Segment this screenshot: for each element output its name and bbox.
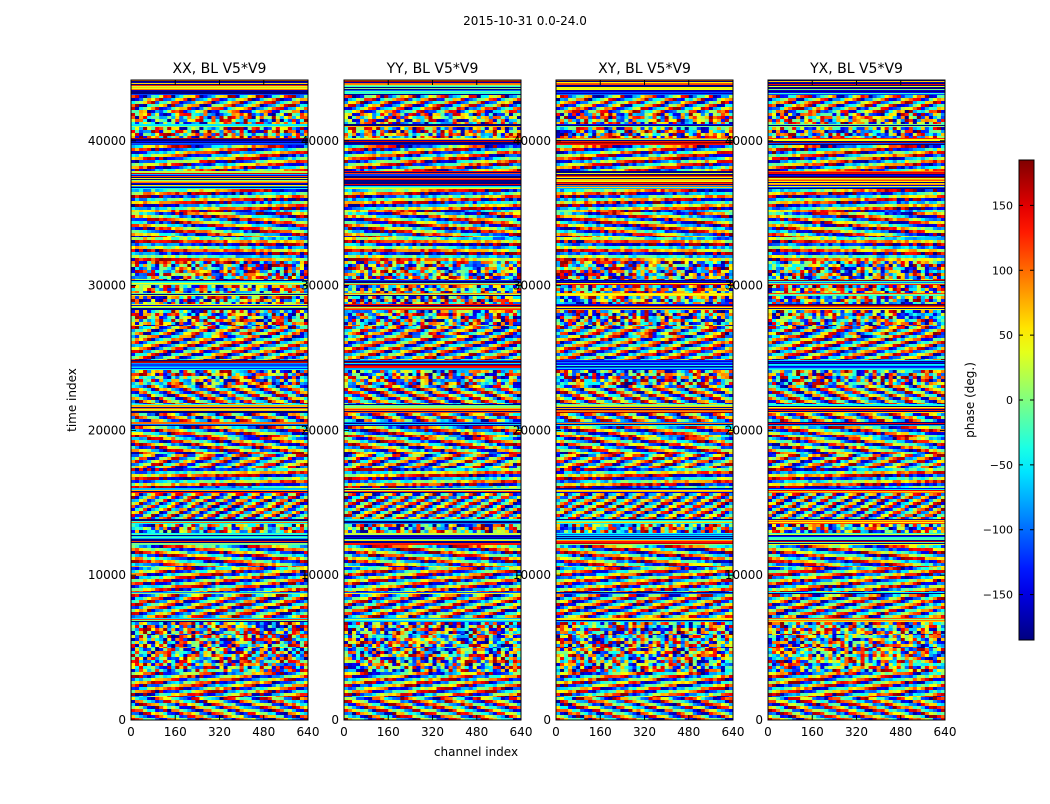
x-tick-label: 160 (589, 725, 612, 739)
y-tick-label: 30000 (513, 279, 551, 293)
x-tick-label: 0 (552, 725, 560, 739)
colorbar-tick-label: −100 (983, 524, 1013, 537)
colorbar-tick-label: 50 (999, 329, 1013, 342)
x-tick-label: 160 (801, 725, 824, 739)
heatmap (131, 80, 308, 720)
x-tick-label: 640 (722, 725, 745, 739)
x-tick-label: 320 (421, 725, 444, 739)
y-tick-label: 20000 (301, 423, 339, 437)
y-tick-label: 40000 (301, 134, 339, 148)
x-tick-label: 480 (889, 725, 912, 739)
figure-title: 2015-10-31 0.0-24.0 (0, 14, 1050, 28)
y-tick-label: 40000 (725, 134, 763, 148)
x-tick-label: 0 (127, 725, 135, 739)
y-tick-label: 40000 (513, 134, 551, 148)
x-tick-label: 0 (340, 725, 348, 739)
panel-3: XY, BL V5*V9 0 160 320 480 640 0 10000 20000 3000… (513, 61, 745, 739)
x-tick-label: 320 (845, 725, 868, 739)
x-tick-label: 480 (677, 725, 700, 739)
x-tick-label: 320 (633, 725, 656, 739)
colorbar: −150 −100 −50 0 50 100 150 (983, 160, 1034, 640)
colorbar-tick-label: 0 (1006, 394, 1013, 407)
heatmap (768, 80, 945, 720)
x-tick-label: 640 (510, 725, 533, 739)
y-tick-label: 40000 (88, 134, 126, 148)
x-tick-label: 480 (465, 725, 488, 739)
x-tick-label: 640 (934, 725, 957, 739)
y-tick-label: 0 (118, 713, 126, 727)
panel-2: YY, BL V5*V9 0 160 320 480 640 0 10000 20000 3000… (301, 61, 533, 739)
x-axis-label: channel index (434, 745, 518, 759)
colorbar-tick-label: −50 (990, 459, 1013, 472)
heatmap (344, 80, 521, 720)
y-tick-label: 0 (543, 713, 551, 727)
x-tick-label: 640 (297, 725, 320, 739)
y-tick-label: 0 (755, 713, 763, 727)
y-tick-label: 20000 (725, 423, 763, 437)
y-tick-label: 10000 (301, 568, 339, 582)
y-axis-label: time index (65, 368, 79, 432)
panel-title: YY, BL V5*V9 (386, 61, 479, 77)
panel-1: XX, BL V5*V9 0 160 320 480 640 0 10000 20000 3000… (88, 61, 320, 739)
y-tick-label: 30000 (301, 279, 339, 293)
y-tick-label: 10000 (88, 568, 126, 582)
y-tick-label: 10000 (725, 568, 763, 582)
panel-title: YX, BL V5*V9 (809, 61, 903, 77)
x-tick-label: 160 (377, 725, 400, 739)
x-tick-label: 0 (764, 725, 772, 739)
y-tick-label: 0 (331, 713, 339, 727)
panel-title: XX, BL V5*V9 (173, 61, 267, 77)
y-tick-label: 20000 (513, 423, 551, 437)
panel-4: YX, BL V5*V9 0 160 320 480 640 0 10000 20000 3000… (725, 61, 957, 739)
y-tick-label: 10000 (513, 568, 551, 582)
y-tick-label: 30000 (725, 279, 763, 293)
heatmap (556, 80, 733, 720)
colorbar-tick-label: −150 (983, 589, 1013, 602)
colorbar-tick-label: 150 (992, 199, 1013, 212)
y-tick-label: 30000 (88, 279, 126, 293)
y-tick-label: 20000 (88, 423, 126, 437)
x-tick-label: 320 (208, 725, 231, 739)
panel-title: XY, BL V5*V9 (598, 61, 691, 77)
x-tick-label: 160 (164, 725, 187, 739)
colorbar-label: phase (deg.) (963, 362, 977, 438)
x-tick-label: 480 (252, 725, 275, 739)
colorbar-tick-label: 100 (992, 264, 1013, 277)
